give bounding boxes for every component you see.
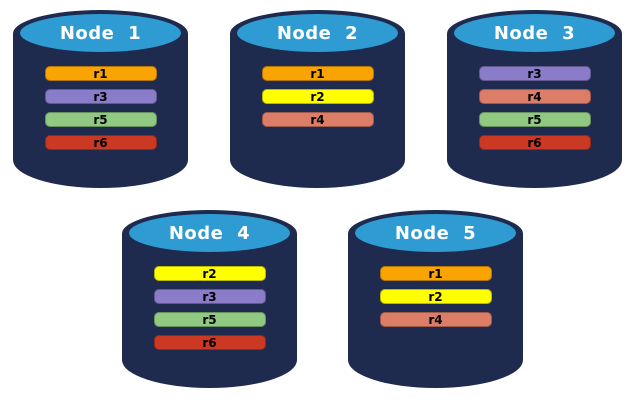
replica-row-r1: r1: [379, 266, 492, 281]
cylinder-body: [348, 233, 523, 388]
replica-row-r5: r5: [478, 112, 591, 127]
replica-row-r6: r6: [44, 135, 157, 150]
cylinder-top-face: Node 2: [237, 14, 398, 52]
replica-row-r3: r3: [153, 289, 266, 304]
replica-row-r3: r3: [44, 89, 157, 104]
replica-row-r6: r6: [153, 335, 266, 350]
cylinder-body: [13, 33, 188, 188]
replica-rows: r3 r4 r5 r6: [478, 66, 591, 150]
replica-row-r1: r1: [261, 66, 374, 81]
cylinder-body: [230, 33, 405, 188]
replica-rows: r2 r3 r5 r6: [153, 266, 266, 350]
node-label: Node 4: [168, 223, 251, 244]
database-node: Node 3 r3 r4 r5 r6: [447, 10, 622, 188]
replica-row-r2: r2: [153, 266, 266, 281]
replica-row-r2: r2: [261, 89, 374, 104]
replica-rows: r1 r3 r5 r6: [44, 66, 157, 150]
replica-row-r4: r4: [478, 89, 591, 104]
replica-row-r5: r5: [44, 112, 157, 127]
cylinder-top-face: Node 3: [454, 14, 615, 52]
replica-row-r4: r4: [261, 112, 374, 127]
database-node: Node 1 r1 r3 r5 r6: [13, 10, 188, 188]
replica-rows: r1 r2 r4: [261, 66, 374, 127]
node-label: Node 2: [276, 23, 359, 44]
cylinder-top-face: Node 1: [20, 14, 181, 52]
database-node: Node 2 r1 r2 r4: [230, 10, 405, 188]
database-node: Node 5 r1 r2 r4: [348, 210, 523, 388]
replica-rows: r1 r2 r4: [379, 266, 492, 327]
node-label: Node 3: [493, 23, 576, 44]
replica-row-r4: r4: [379, 312, 492, 327]
cylinder-body: [122, 233, 297, 388]
replica-row-r5: r5: [153, 312, 266, 327]
cylinder-top-face: Node 4: [129, 214, 290, 252]
replica-row-r3: r3: [478, 66, 591, 81]
cylinder-top-face: Node 5: [355, 214, 516, 252]
replica-row-r1: r1: [44, 66, 157, 81]
node-label: Node 1: [59, 23, 142, 44]
database-node: Node 4 r2 r3 r5 r6: [122, 210, 297, 388]
cylinder-body: [447, 33, 622, 188]
node-label: Node 5: [394, 223, 477, 244]
replica-row-r2: r2: [379, 289, 492, 304]
replica-row-r6: r6: [478, 135, 591, 150]
